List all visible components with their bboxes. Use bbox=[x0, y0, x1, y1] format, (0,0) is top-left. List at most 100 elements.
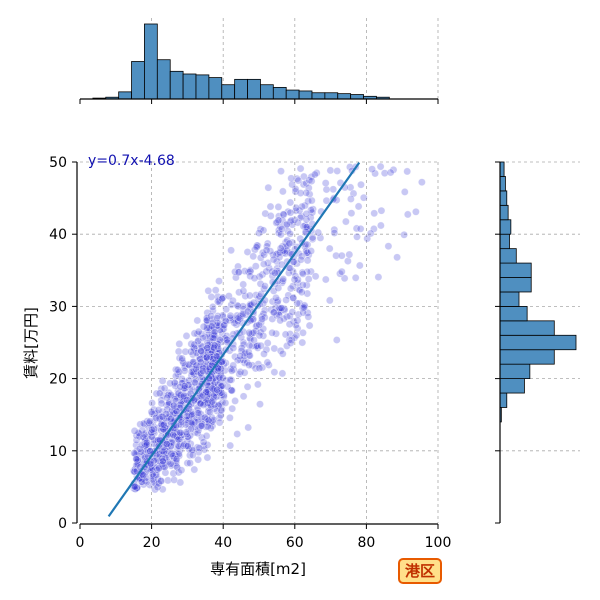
scatter-point bbox=[170, 475, 178, 484]
scatter-point bbox=[263, 358, 272, 367]
top-hist-bar bbox=[272, 86, 287, 100]
scatter-point bbox=[233, 430, 242, 438]
right-hist-bar bbox=[499, 190, 508, 206]
top-histogram bbox=[79, 23, 439, 104]
scatter-point bbox=[262, 246, 271, 255]
scatter-point bbox=[251, 262, 260, 271]
scatter-point bbox=[140, 430, 149, 439]
scatter-point bbox=[307, 247, 315, 255]
scatter-point bbox=[225, 413, 234, 422]
scatter-point bbox=[345, 250, 354, 259]
scatter-point bbox=[296, 189, 305, 197]
right-hist-bar bbox=[499, 262, 532, 278]
y-tick-label: 30 bbox=[49, 299, 67, 315]
scatter-point bbox=[182, 428, 191, 437]
scatter-point bbox=[286, 229, 294, 238]
scatter-point bbox=[245, 351, 254, 360]
scatter-point bbox=[249, 252, 258, 261]
regression-equation: y=0.7x-4.68 bbox=[88, 153, 175, 169]
scatter-point bbox=[243, 248, 252, 256]
scatter-point bbox=[332, 336, 341, 344]
right-hist-bar bbox=[499, 334, 577, 351]
scatter-point bbox=[321, 275, 330, 284]
right-hist-bar bbox=[499, 320, 555, 336]
scatter-point bbox=[187, 339, 196, 348]
scatter-point bbox=[226, 375, 235, 384]
scatter-point bbox=[253, 380, 262, 389]
scatter-point bbox=[302, 223, 311, 231]
top-hist-bar bbox=[182, 73, 197, 100]
scatter-point bbox=[249, 298, 258, 307]
scatter-point bbox=[199, 322, 208, 331]
scatter-point bbox=[299, 303, 308, 312]
scatter-point bbox=[270, 269, 279, 277]
scatter-point bbox=[290, 275, 299, 284]
scatter-point bbox=[252, 243, 261, 252]
scatter-point bbox=[287, 174, 296, 183]
scatter-point bbox=[258, 315, 266, 324]
top-hist-bar bbox=[221, 84, 236, 100]
scatter-point bbox=[308, 208, 317, 217]
scatter-point bbox=[279, 275, 288, 283]
scatter-point bbox=[292, 203, 301, 212]
scatter-point bbox=[266, 211, 275, 220]
scatter-point bbox=[213, 297, 222, 306]
top-hist-bar bbox=[337, 93, 352, 100]
scatter-point bbox=[296, 164, 305, 173]
scatter-point bbox=[182, 331, 191, 340]
scatter-point bbox=[155, 389, 164, 398]
x-tick-label: 60 bbox=[286, 535, 304, 551]
scatter-point bbox=[148, 399, 156, 407]
scatter-point bbox=[226, 314, 234, 322]
scatter-point bbox=[288, 282, 297, 290]
scatter-point bbox=[186, 347, 195, 356]
scatter-point bbox=[286, 198, 295, 207]
top-hist-bar bbox=[247, 78, 261, 100]
scatter-point bbox=[209, 374, 218, 383]
top-hist-bar bbox=[169, 70, 184, 100]
scatter-point bbox=[176, 391, 185, 399]
scatter-point bbox=[346, 195, 355, 203]
scatter-point bbox=[213, 314, 221, 323]
scatter-point bbox=[304, 312, 313, 321]
scatter-point bbox=[166, 379, 174, 388]
scatter-point bbox=[278, 216, 287, 225]
right-hist-bar bbox=[499, 363, 531, 380]
scatter-point bbox=[403, 210, 412, 219]
top-hist-bar bbox=[311, 92, 326, 100]
scatter-point bbox=[131, 482, 140, 491]
scatter-point bbox=[411, 207, 420, 216]
scatter-point bbox=[259, 260, 268, 268]
scatter-point bbox=[186, 459, 194, 467]
right-hist-bar bbox=[499, 305, 528, 322]
scatter-point bbox=[274, 202, 283, 211]
scatter-point bbox=[148, 425, 156, 434]
scatter-point bbox=[213, 385, 221, 394]
scatter-point bbox=[236, 352, 244, 361]
scatter-point bbox=[237, 333, 246, 342]
scatter-point bbox=[286, 208, 295, 217]
scatter-point bbox=[345, 163, 354, 171]
scatter-point bbox=[305, 176, 314, 184]
scatter-point bbox=[368, 165, 376, 174]
scatter-point bbox=[228, 296, 237, 305]
scatter-point bbox=[297, 288, 306, 297]
scatter-point bbox=[302, 209, 311, 218]
scatter-point bbox=[147, 407, 156, 416]
scatter-point bbox=[217, 388, 226, 397]
scatter-point bbox=[134, 428, 143, 437]
right-hist-bar bbox=[499, 161, 505, 177]
scatter-point bbox=[239, 286, 248, 295]
scatter-point bbox=[274, 216, 283, 225]
scatter-point bbox=[314, 228, 323, 237]
scatter-point bbox=[228, 404, 237, 413]
scatter-point bbox=[222, 305, 231, 314]
scatter-point bbox=[285, 239, 294, 248]
scatter-point bbox=[255, 229, 263, 237]
scatter-point bbox=[157, 399, 166, 408]
scatter-point bbox=[295, 299, 304, 308]
scatter-point bbox=[284, 291, 293, 300]
scatter-point bbox=[203, 422, 212, 431]
scatter-point bbox=[277, 260, 286, 269]
scatter-point bbox=[262, 345, 271, 354]
